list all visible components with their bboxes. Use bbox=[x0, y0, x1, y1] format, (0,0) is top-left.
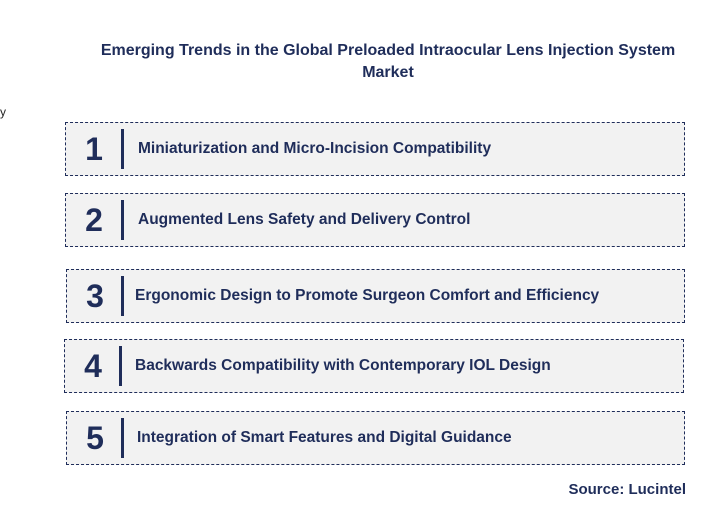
trend-item-2: 2 Augmented Lens Safety and Delivery Con… bbox=[65, 193, 685, 247]
trend-label: Ergonomic Design to Promote Surgeon Comf… bbox=[135, 287, 600, 304]
trend-label: Miniaturization and Micro-Incision Compa… bbox=[138, 140, 492, 157]
trend-item-5: 5 Integration of Smart Features and Digi… bbox=[66, 411, 685, 465]
trend-number: 2 bbox=[85, 201, 103, 238]
trend-label: Integration of Smart Features and Digita… bbox=[137, 429, 512, 446]
trend-item-4: 4 Backwards Compatibility with Contempor… bbox=[64, 339, 684, 393]
trend-number: 4 bbox=[84, 347, 102, 384]
trend-number: 3 bbox=[86, 277, 104, 314]
trend-divider bbox=[121, 200, 124, 240]
trend-divider bbox=[119, 346, 122, 386]
trend-label: Backwards Compatibility with Contemporar… bbox=[135, 357, 551, 374]
trend-item-3: 3 Ergonomic Design to Promote Surgeon Co… bbox=[66, 269, 685, 323]
trend-divider bbox=[121, 276, 124, 316]
diagram-title: Emerging Trends in the Global Preloaded … bbox=[100, 42, 676, 81]
trend-label: Augmented Lens Safety and Delivery Contr… bbox=[138, 211, 471, 228]
trend-number: 1 bbox=[85, 130, 103, 167]
trend-divider bbox=[121, 129, 124, 169]
source-credit: Source: Lucintel bbox=[568, 481, 686, 498]
trend-divider bbox=[121, 418, 124, 458]
trend-number: 5 bbox=[86, 419, 104, 456]
trend-item-1: 1 Miniaturization and Micro-Incision Com… bbox=[65, 122, 685, 176]
stray-character: y bbox=[0, 105, 6, 119]
